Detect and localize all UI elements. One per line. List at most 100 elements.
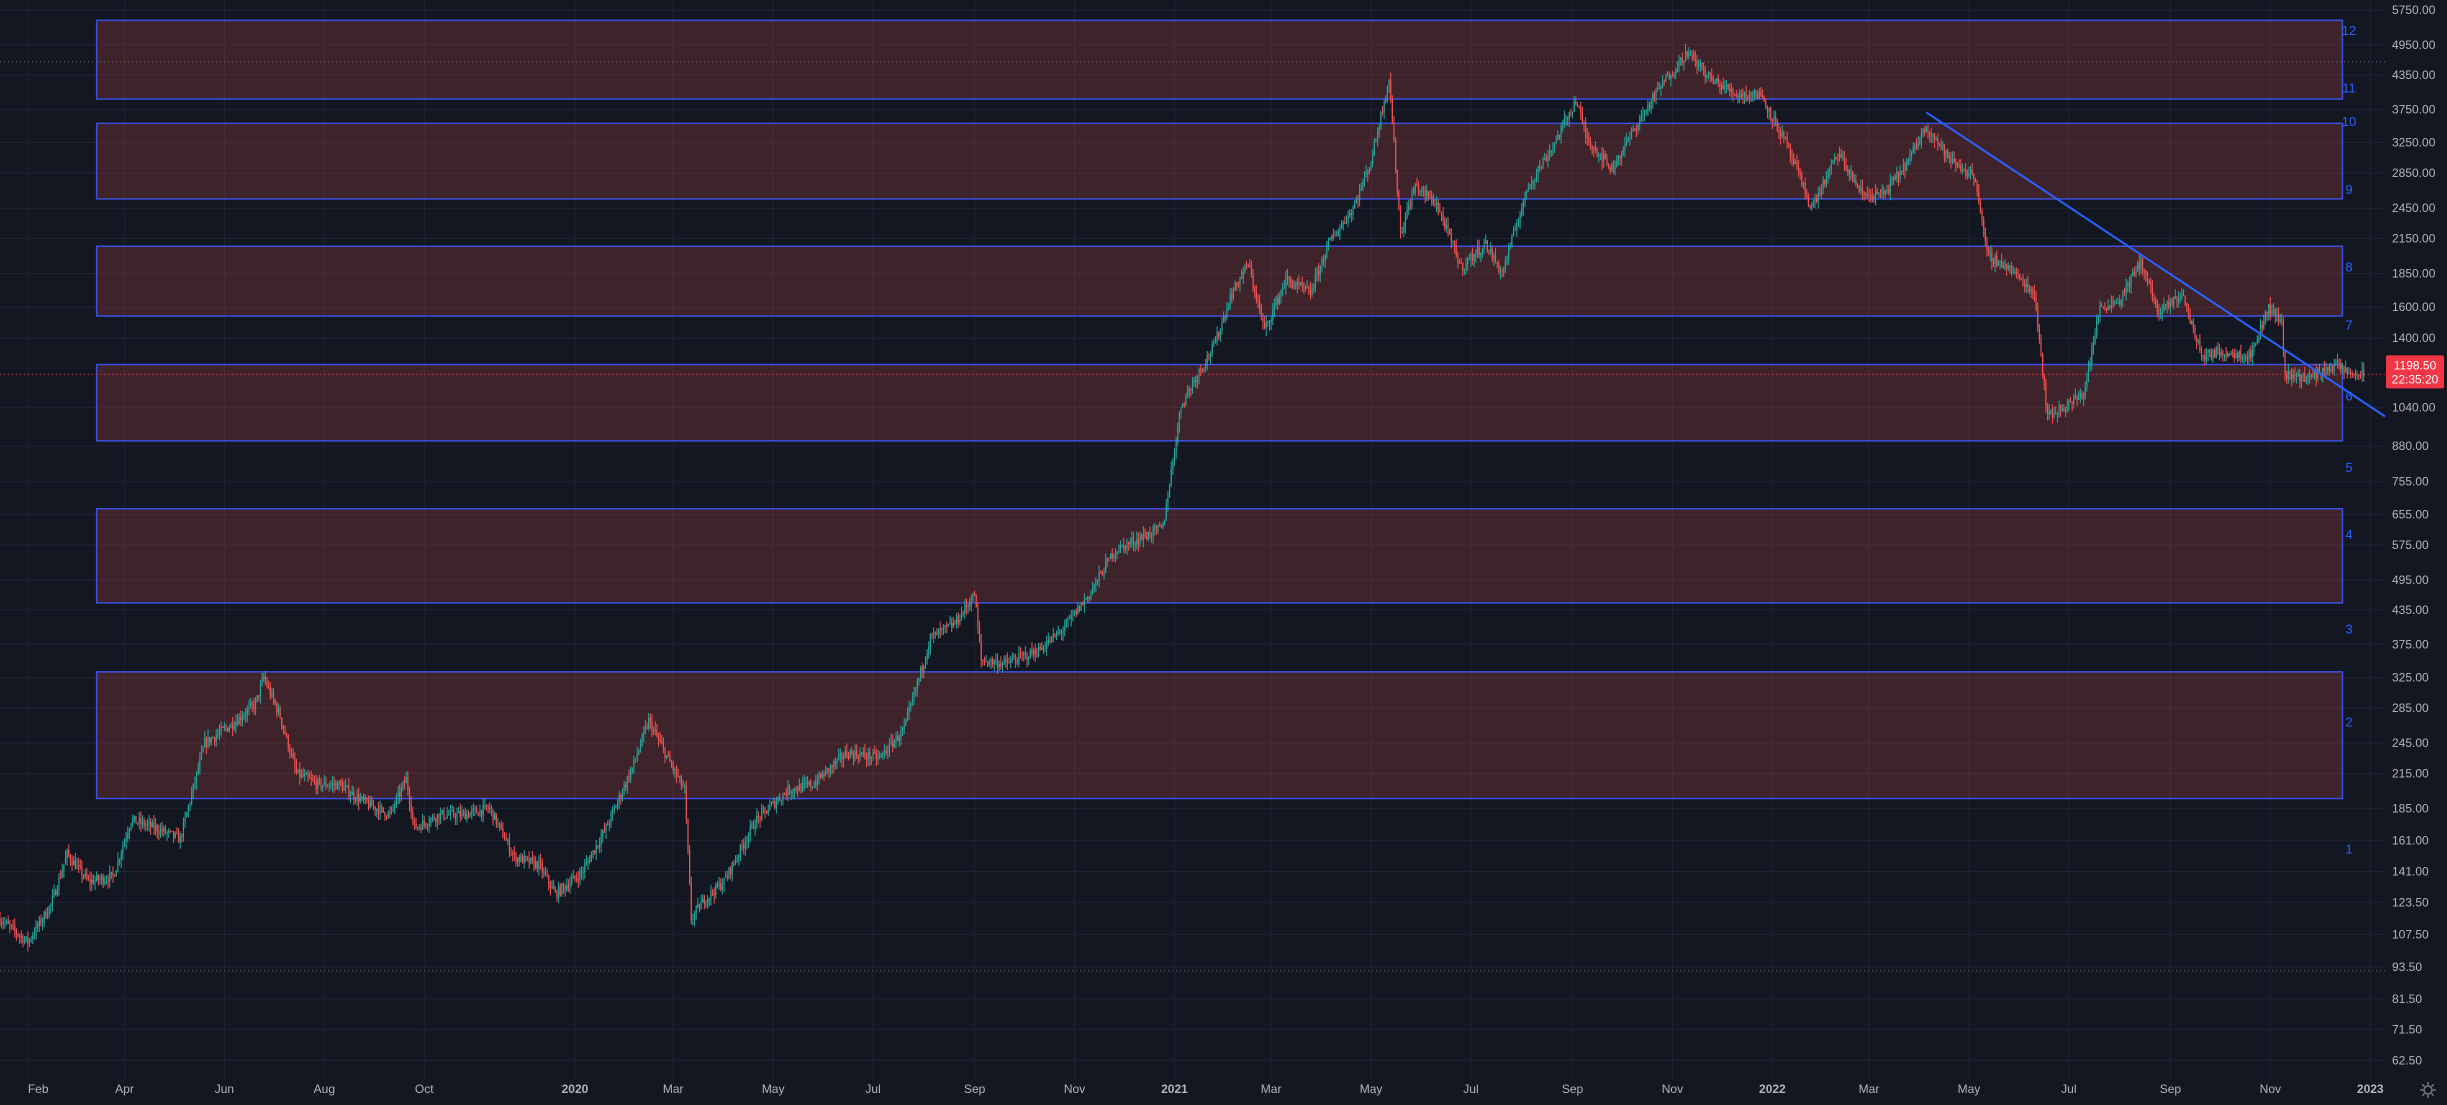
candle-body xyxy=(1131,538,1133,543)
candle-body xyxy=(1927,126,1929,133)
candle-body xyxy=(680,776,683,786)
zone-rect[interactable] xyxy=(95,671,2344,800)
candle-body xyxy=(1304,286,1307,289)
candle-body xyxy=(310,778,312,780)
candle-body xyxy=(2028,287,2031,292)
time-tick-label: Sep xyxy=(2160,1082,2182,1096)
candle-body xyxy=(271,692,273,696)
candle-body xyxy=(1771,118,1773,122)
candle-body xyxy=(2299,373,2301,382)
candle-body xyxy=(1444,220,1446,229)
candle-body xyxy=(176,832,178,834)
zone-rect[interactable] xyxy=(95,245,2344,317)
candle-body xyxy=(1367,172,1369,174)
candle-body xyxy=(1963,170,1965,172)
candle-body xyxy=(263,676,265,680)
candle-body xyxy=(2087,367,2090,381)
gear-icon-tooth[interactable] xyxy=(2431,1083,2435,1087)
candle-body xyxy=(1675,71,1677,74)
candle-body xyxy=(1252,275,1254,287)
candle-body xyxy=(1961,170,1963,172)
candle-body xyxy=(1209,354,1212,357)
gear-icon-ring[interactable] xyxy=(2423,1085,2433,1095)
candle-body xyxy=(335,783,337,785)
trendline[interactable] xyxy=(1925,111,2386,418)
candle-body xyxy=(364,797,366,801)
candle-body xyxy=(390,807,393,813)
candle-body xyxy=(5,921,8,923)
candle-body xyxy=(928,646,930,654)
gear-icon-tooth[interactable] xyxy=(2421,1083,2425,1087)
candle-body xyxy=(2354,374,2357,376)
candle-body xyxy=(1119,545,1122,552)
candle-body xyxy=(792,792,794,794)
candle-body xyxy=(277,708,280,713)
candle-body xyxy=(512,853,514,855)
candle-body xyxy=(348,785,350,797)
candle-body xyxy=(1807,196,1810,205)
candle-body xyxy=(494,813,496,821)
candle-body xyxy=(464,811,466,820)
candle-body xyxy=(1223,316,1225,322)
candle-body xyxy=(2171,299,2173,305)
candle-body xyxy=(1395,139,1397,170)
candle-body xyxy=(1863,191,1865,195)
candle-body xyxy=(561,884,563,895)
candle-body xyxy=(1390,79,1392,99)
candle-body xyxy=(759,816,761,820)
candle-body xyxy=(767,810,769,814)
zone-rect[interactable] xyxy=(95,19,2344,100)
candle-body xyxy=(2184,295,2186,304)
candle-body xyxy=(33,934,35,937)
gear-icon[interactable] xyxy=(2420,1082,2436,1098)
candle-body xyxy=(1234,282,1236,291)
time-axis[interactable]: Feb Apr Jun Aug Oct 2020 Mar May Jul Sep Nov 2021 Ma… xyxy=(28,1082,2384,1096)
zone-rect[interactable] xyxy=(95,507,2344,604)
candle-body xyxy=(1688,52,1690,57)
candle-body xyxy=(1442,214,1444,221)
candle-body xyxy=(1945,149,1947,156)
candle-body xyxy=(345,785,347,787)
candle-body xyxy=(199,758,201,769)
candle-body xyxy=(1655,89,1657,99)
candle-body xyxy=(805,782,807,784)
candle-body xyxy=(1586,135,1588,138)
candle-body xyxy=(76,864,78,869)
candle-body xyxy=(1558,134,1561,137)
candle-body xyxy=(61,870,63,878)
candle-body xyxy=(297,769,299,773)
candle-body xyxy=(156,825,158,832)
candle-body xyxy=(1701,62,1703,69)
time-tick-label: Nov xyxy=(1662,1082,1683,1096)
candle-body xyxy=(654,729,656,731)
candle-body xyxy=(1062,630,1064,633)
candle-body xyxy=(2271,310,2273,314)
candle-body xyxy=(2178,298,2180,302)
gear-icon-tooth[interactable] xyxy=(2421,1093,2425,1097)
candle-body xyxy=(472,808,474,810)
candle-body xyxy=(702,898,704,903)
candle-body xyxy=(245,714,247,716)
gear-icon-tooth[interactable] xyxy=(2431,1093,2435,1097)
candle-body xyxy=(1231,294,1233,298)
candle-body xyxy=(1896,171,1898,180)
candle-body xyxy=(687,819,689,851)
price-tick-label: 141.00 xyxy=(2392,865,2429,879)
candle-body xyxy=(399,791,401,797)
candle-body xyxy=(598,844,601,847)
candle-body xyxy=(338,781,340,790)
candle-body xyxy=(1087,596,1089,599)
candle-body xyxy=(988,662,990,665)
trendline-layer[interactable] xyxy=(1925,111,2386,418)
candle-body xyxy=(1789,145,1791,156)
zone-rect[interactable] xyxy=(95,122,2344,200)
price-tick-label: 4350.00 xyxy=(2392,68,2436,82)
zone-rect[interactable] xyxy=(95,363,2344,442)
candle-body xyxy=(1227,307,1230,309)
candle-body xyxy=(1365,172,1367,175)
candle-body xyxy=(666,755,668,759)
price-axis[interactable]: 5750.004950.004350.003750.003250.002850.… xyxy=(2392,3,2436,1068)
candle-body xyxy=(1093,584,1095,589)
